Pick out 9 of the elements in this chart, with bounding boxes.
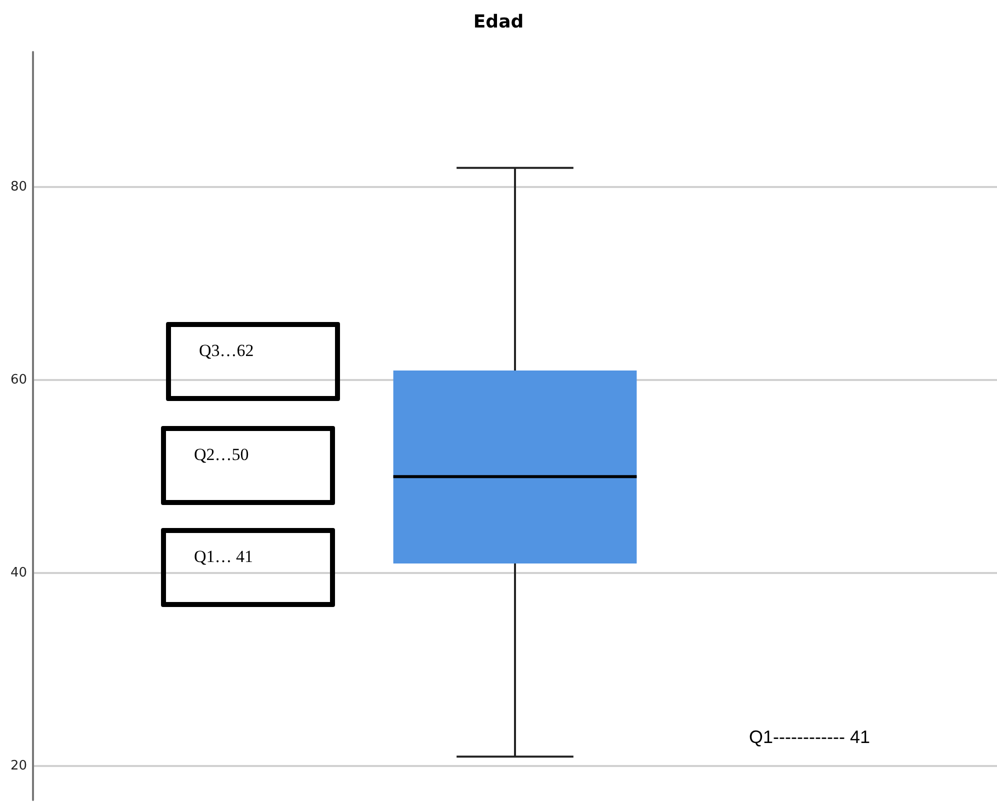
chart-title: Edad	[473, 12, 524, 32]
annotation: Q1… 41	[161, 528, 335, 607]
y-tick-label: 20	[10, 758, 27, 774]
annotation: Q3…62	[166, 322, 340, 401]
y-tick-label: 40	[10, 566, 27, 581]
y-tick-label: 60	[10, 372, 27, 388]
annotation: Q2…50	[161, 426, 335, 505]
annotation: Q1------------ 41	[749, 727, 870, 748]
y-tick-label: 80	[10, 180, 27, 195]
